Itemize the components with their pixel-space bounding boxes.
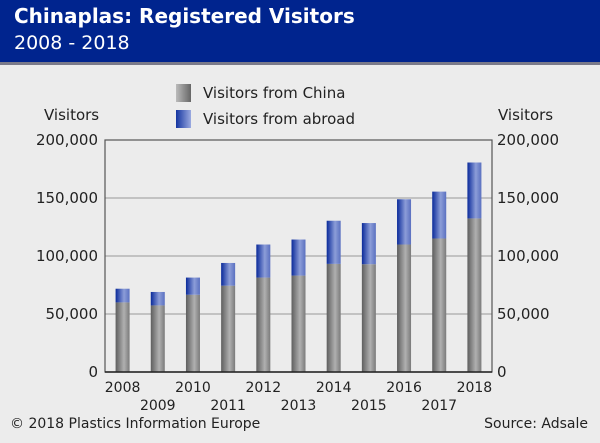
x-tick-label: 2008 — [105, 380, 141, 396]
y-tick-label-right: 150,000 — [497, 189, 559, 207]
y-tick-label-right: 200,000 — [497, 131, 559, 149]
x-tick-label: 2015 — [351, 398, 387, 414]
bar-china — [291, 275, 306, 372]
copyright-note: © 2018 Plastics Information Europe — [10, 416, 261, 432]
y-tick-label-right: 0 — [497, 363, 507, 381]
legend-label-abroad: Visitors from abroad — [203, 110, 356, 128]
bar-china — [221, 285, 236, 372]
y-axis-label-left: Visitors — [44, 106, 100, 124]
y-tick-label-right: 100,000 — [497, 247, 559, 265]
bar-china — [256, 277, 271, 372]
x-tick-label: 2012 — [245, 380, 281, 396]
x-tick-label: 2009 — [140, 398, 176, 414]
bar-abroad — [432, 191, 447, 239]
bar-china — [432, 238, 447, 372]
bar-china — [185, 294, 200, 372]
x-tick-label: 2011 — [210, 398, 246, 414]
chart-title: Chinaplas: Registered Visitors — [14, 4, 355, 28]
source-note: Source: Adsale — [484, 416, 588, 432]
bar-china — [115, 302, 130, 372]
bar-china — [361, 264, 376, 372]
x-tick-label: 2016 — [386, 380, 422, 396]
y-axis-label-right: Visitors — [498, 106, 554, 124]
x-tick-label: 2014 — [316, 380, 352, 396]
bar-abroad — [326, 220, 341, 264]
bar-abroad — [291, 239, 306, 276]
bar-abroad — [397, 199, 412, 245]
bar-abroad — [361, 223, 376, 265]
bar-abroad — [115, 288, 130, 303]
x-tick-label: 2017 — [421, 398, 457, 414]
y-tick-label-left: 100,000 — [36, 247, 98, 265]
y-tick-label-left: 0 — [88, 363, 98, 381]
y-tick-label-left: 50,000 — [46, 305, 99, 323]
y-tick-label-left: 200,000 — [36, 131, 98, 149]
chart-subtitle: 2008 - 2018 — [14, 32, 130, 54]
x-tick-label: 2018 — [457, 380, 493, 396]
bar-china — [150, 305, 165, 372]
bar-china — [397, 244, 412, 372]
bar-china — [467, 218, 482, 372]
x-tick-label: 2013 — [281, 398, 317, 414]
legend-swatch-china — [176, 84, 191, 102]
header-band: Chinaplas: Registered Visitors 2008 - 20… — [0, 0, 600, 65]
y-tick-label-right: 50,000 — [497, 305, 550, 323]
y-tick-label-left: 150,000 — [36, 189, 98, 207]
legend-swatch-abroad — [176, 110, 191, 128]
legend-label-china: Visitors from China — [203, 84, 346, 102]
bar-abroad — [185, 277, 200, 295]
x-tick-label: 2010 — [175, 380, 211, 396]
bar-abroad — [467, 162, 482, 219]
bar-abroad — [221, 262, 236, 286]
bar-abroad — [256, 244, 271, 278]
bar-abroad — [150, 291, 165, 306]
bar-china — [326, 263, 341, 372]
